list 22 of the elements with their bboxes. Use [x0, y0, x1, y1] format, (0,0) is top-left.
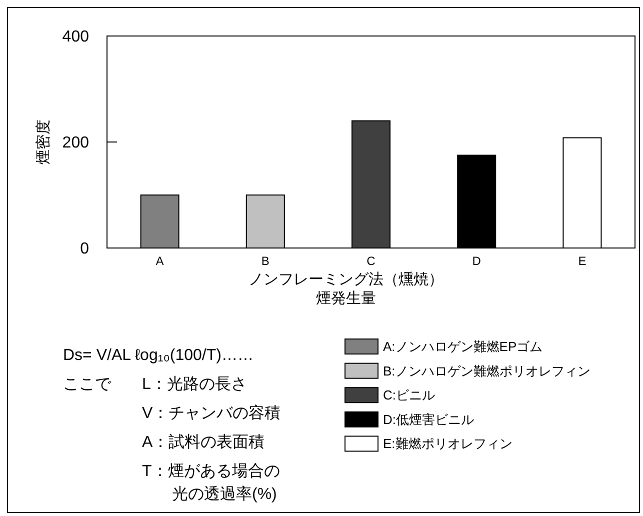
- text: T：煙がある場合の: [142, 462, 280, 480]
- text: 光の透過率(%): [172, 485, 277, 503]
- text: V：チャンバの容積: [142, 404, 281, 422]
- x-tick-label: E: [578, 254, 586, 268]
- x-tick-label: C: [366, 254, 376, 268]
- x-axis-title: ノンフレーミング法（燻焼）煙発生量: [248, 271, 444, 307]
- y-tick-label: 200: [62, 134, 90, 152]
- text: A：試料の表面積: [142, 433, 265, 451]
- text: L：光路の長さ: [142, 375, 247, 393]
- text: Ds= V/AL ℓog₁₀(100/T)……: [63, 347, 254, 364]
- x-tick-label: B: [261, 254, 270, 268]
- x-tick-label: A: [156, 254, 164, 268]
- legend-label: C:ビニル: [383, 388, 435, 403]
- legend-label: D:低煙害ビニル: [383, 412, 474, 427]
- legend-label: E:難燃ポリオレフィン: [383, 436, 512, 452]
- y-tick-label: 0: [80, 240, 90, 258]
- x-tick-label: D: [472, 254, 482, 268]
- text: ここで: [63, 376, 112, 393]
- legend-label: A:ノンハロゲン難燃EPゴム: [383, 339, 543, 354]
- y-axis-title: 煙密度: [35, 120, 52, 164]
- y-tick-label: 400: [62, 28, 90, 46]
- legend-label: B:ノンハロゲン難燃ポリオレフィン: [383, 363, 590, 378]
